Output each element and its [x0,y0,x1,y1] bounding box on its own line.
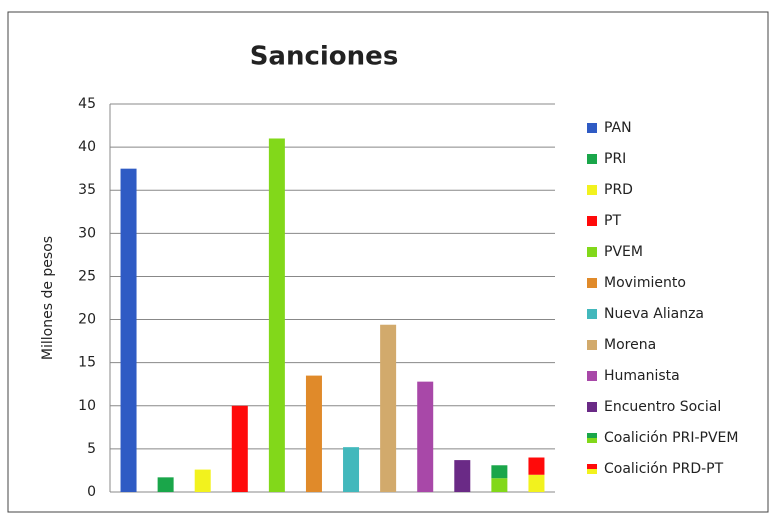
legend-label: Nueva Alianza [604,306,704,322]
legend-label: Encuentro Social [604,399,721,415]
legend-swatch [587,247,597,257]
legend-swatch [587,123,597,133]
legend-swatch [587,469,597,474]
bar-segment [528,457,545,475]
legend-label: Coalición PRI-PVEM [604,430,738,446]
chart-title: Sanciones [250,42,399,72]
bar [528,474,545,492]
y-tick-label: 10 [78,398,96,414]
legend-swatch [587,278,597,288]
legend-swatch [587,464,597,469]
bar [305,375,322,492]
y-tick-label: 45 [78,96,96,112]
y-tick-label: 5 [87,441,96,457]
bar [231,405,248,492]
y-axis-label: Millones de pesos [40,236,56,360]
legend-label: PT [604,213,621,229]
bar [417,381,434,492]
legend-label: PAN [604,120,632,136]
bar [491,478,508,492]
legend-swatch [587,154,597,164]
legend-label: PRD [604,182,633,198]
bar [194,469,211,492]
y-tick-label: 0 [87,484,96,500]
y-tick-label: 40 [78,139,96,155]
legend-label: Coalición PRD-PT [604,461,724,477]
bar [120,168,137,492]
y-tick-label: 15 [78,355,96,371]
y-tick-label: 20 [78,312,96,328]
legend-label: Humanista [604,368,680,384]
legend-swatch [587,402,597,412]
y-tick-label: 30 [78,225,96,241]
bar [380,324,397,492]
legend-swatch [587,433,597,438]
legend-label: PRI [604,151,626,167]
bar [157,477,174,492]
bar [268,138,285,492]
legend-swatch [587,340,597,350]
y-tick-label: 25 [78,268,96,284]
bar [343,447,360,492]
legend-label: PVEM [604,244,643,260]
legend-swatch [587,216,597,226]
legend-swatch [587,371,597,381]
legend-label: Morena [604,337,656,353]
y-tick-label: 35 [78,182,96,198]
legend-swatch [587,309,597,319]
legend-swatch [587,438,597,443]
legend-label: Movimiento [604,275,686,291]
bar-segment [491,465,508,479]
legend-swatch [587,185,597,195]
bar [454,460,471,492]
